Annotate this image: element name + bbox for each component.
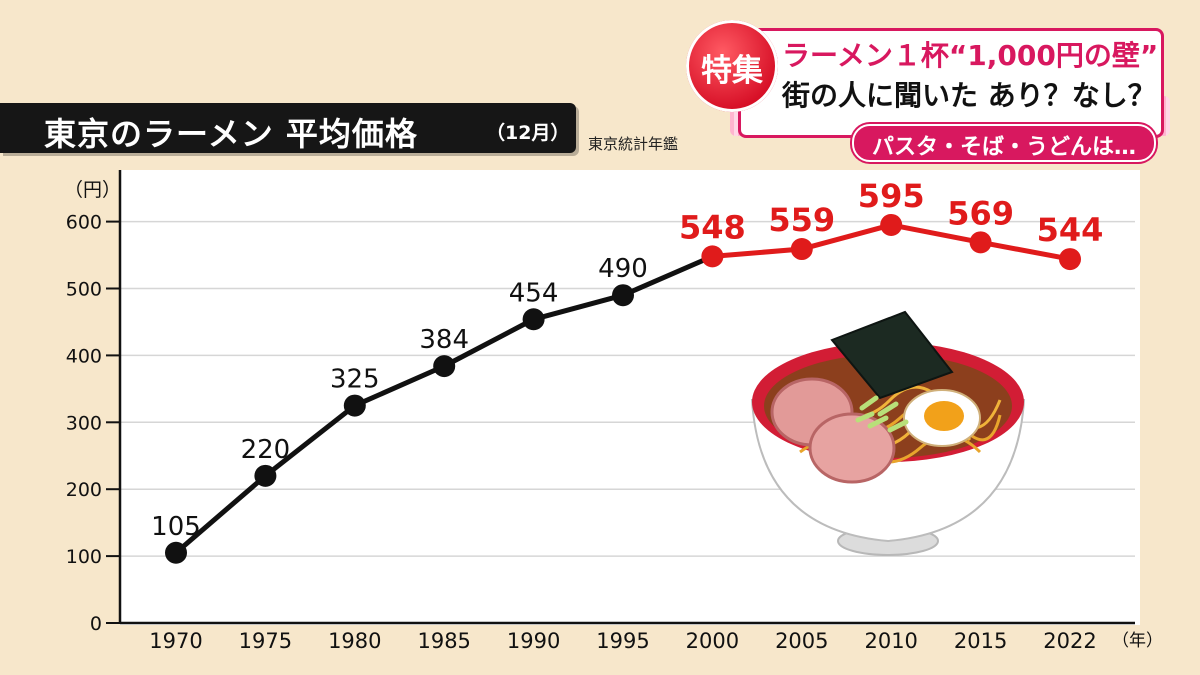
banner-pill-label: パスタ・そば・うどんは… <box>871 135 1136 160</box>
x-axis-label: （年） <box>1112 631 1163 651</box>
y-tick-labels: 0 100 200 300 400 500 600 <box>66 212 102 635</box>
data-point <box>522 308 545 331</box>
data-label: 595 <box>858 177 925 215</box>
feature-badge: 特集 <box>686 20 778 112</box>
feature-badge-label: 特集 <box>701 53 763 89</box>
x-tick-labels: 1970 1975 1980 1985 1990 1995 2000 2005 2010 2015… <box>149 629 1096 653</box>
data-label: 569 <box>947 194 1014 232</box>
y-tick-label: 100 <box>66 546 102 568</box>
y-axis-label: （円） <box>64 179 121 201</box>
y-tick-label: 300 <box>66 412 102 434</box>
data-point <box>880 213 903 236</box>
data-label: 559 <box>768 201 835 239</box>
data-point <box>612 284 634 307</box>
banner-subheadline: 街の人に聞いた あり？なし？ <box>782 79 1156 112</box>
data-point <box>165 541 187 564</box>
x-tick-label: 2022 <box>1043 629 1096 653</box>
axes <box>118 170 1135 625</box>
x-tick-label: 1990 <box>507 629 560 653</box>
banner-pill: パスタ・そば・うどんは… <box>852 124 1156 162</box>
x-tick-label: 1970 <box>149 629 202 653</box>
data-label: 544 <box>1037 211 1104 249</box>
x-tick-label: 1975 <box>239 629 292 653</box>
data-labels: 105 220 325 384 454 490 548 559 595 569 544 <box>151 177 1103 542</box>
y-tick-label: 500 <box>66 279 102 301</box>
data-point <box>433 355 456 378</box>
y-tick-label: 600 <box>66 212 102 234</box>
chart-title-bar: 東京のラーメン 平均価格 （12月） <box>0 103 576 153</box>
banner-headline: ラーメン１杯“1,000円の壁” <box>782 39 1159 72</box>
data-label: 220 <box>241 435 291 465</box>
data-point <box>701 245 724 268</box>
chart-title-note: （12月） <box>486 122 570 144</box>
x-tick-label: 2010 <box>864 629 917 653</box>
data-label: 325 <box>330 365 380 395</box>
banner-box <box>738 28 1164 138</box>
chart-title: 東京のラーメン 平均価格 <box>44 115 418 153</box>
x-tick-label: 1985 <box>417 629 470 653</box>
x-tick-label: 2000 <box>686 629 739 653</box>
series-points <box>165 213 1081 564</box>
source-label: 東京統計年鑑 <box>588 135 679 153</box>
data-point <box>343 394 366 417</box>
ramen-bowl-icon <box>750 310 1026 556</box>
data-point <box>1059 248 1081 271</box>
data-point <box>969 231 992 254</box>
data-label: 454 <box>509 278 559 308</box>
data-label: 548 <box>679 208 746 246</box>
data-label: 384 <box>419 325 469 355</box>
data-point <box>790 238 813 261</box>
data-label: 105 <box>151 512 201 542</box>
data-label: 490 <box>598 254 648 284</box>
y-tick-label: 200 <box>66 479 102 501</box>
x-tick-label: 2005 <box>775 629 828 653</box>
x-tick-label: 1995 <box>596 629 649 653</box>
x-tick-label: 2015 <box>954 629 1007 653</box>
data-point <box>254 464 277 487</box>
y-tick-label: 0 <box>90 613 102 635</box>
y-tick-label: 400 <box>66 345 102 367</box>
x-tick-label: 1980 <box>328 629 381 653</box>
